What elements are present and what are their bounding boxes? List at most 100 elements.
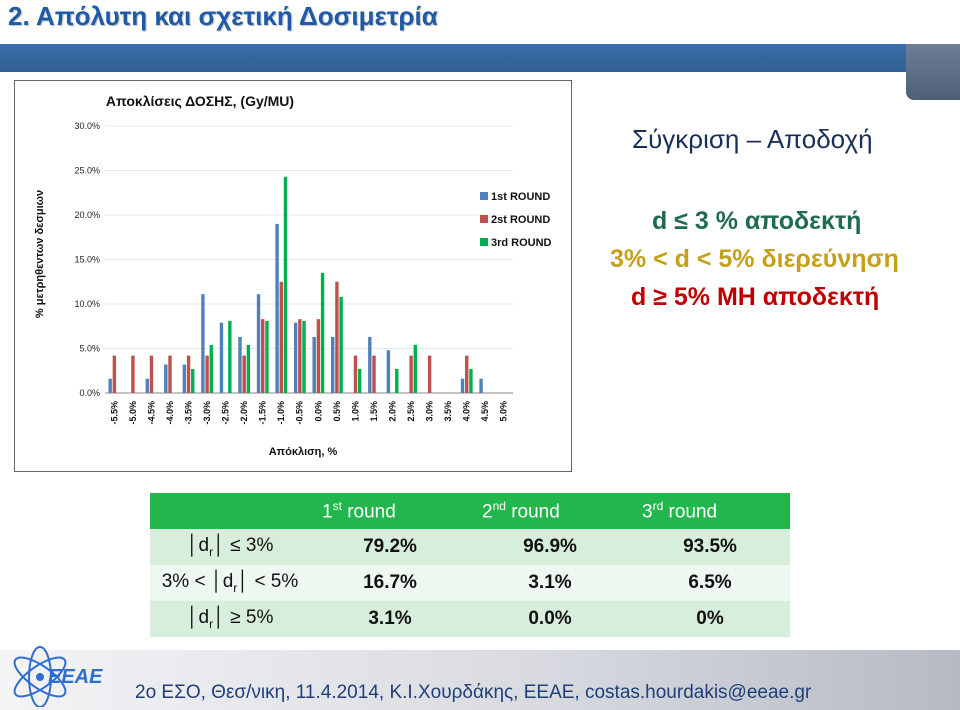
y-tick-label: 15.0% xyxy=(74,255,100,265)
header-round-3: 3rd round xyxy=(630,493,790,529)
x-tick-label: 2.0% xyxy=(387,401,397,422)
chart-y-ticks: 0.0% 5.0% 10.0% 15.0% 20.0% 25.0% 30.0% xyxy=(74,121,100,398)
bar-3rd-round--1.0% xyxy=(283,176,288,393)
bar-3rd-round-4.0% xyxy=(469,368,473,393)
bar-1st-round-0.5% xyxy=(331,336,335,393)
x-tick-label: 2.5% xyxy=(406,401,416,422)
bar-1st-round--1.0% xyxy=(275,223,279,393)
rule-accept: d ≤ 3 % αποδεκτή xyxy=(652,207,862,235)
table-row: │dr│ ≥ 5% 3.1% 0.0% 0% xyxy=(150,601,790,637)
table-row: │dr│ ≤ 3% 79.2% 96.9% 93.5% xyxy=(150,529,790,565)
bar-1st-round--2.5% xyxy=(219,322,224,393)
footer-text: 2ο ΕΣΟ, Θεσ/νικη, 11.4.2014, Κ.Ι.Χουρδάκ… xyxy=(135,682,812,703)
x-tick-label: -3.5% xyxy=(183,401,193,425)
header-round-1: 1st round xyxy=(310,493,470,529)
footer-logo-text: EEAE xyxy=(48,666,103,688)
x-tick-label: 3.5% xyxy=(443,401,453,422)
legend-label: 1st ROUND xyxy=(491,191,550,203)
x-tick-label: 4.5% xyxy=(480,401,490,422)
bar-1st-round--3.5% xyxy=(182,364,187,393)
value-cell: 0.0% xyxy=(470,601,630,637)
row-label-accept: │dr│ ≤ 3% xyxy=(150,529,310,565)
x-tick-label: -4.5% xyxy=(146,401,156,425)
bar-1st-round--4.0% xyxy=(164,364,168,393)
chart-bars xyxy=(108,176,483,393)
bar-3rd-round--2.5% xyxy=(228,320,232,393)
bar-3rd-round--0.5% xyxy=(302,320,306,393)
y-tick-label: 25.0% xyxy=(74,166,100,176)
y-tick-label: 30.0% xyxy=(74,121,100,131)
legend-swatch xyxy=(480,238,488,246)
table-row: 3% < │dr│ < 5% 16.7% 3.1% 6.5% xyxy=(150,565,790,601)
bar-3rd-round-2.5% xyxy=(413,344,417,393)
chart-x-ticks: -5.5% -5.0% -4.5% -4.0% -3.5% -3.0% -2.5% -2.0%… xyxy=(109,401,508,425)
bar-1st-round--4.5% xyxy=(145,378,149,393)
bar-3rd-round-0.5% xyxy=(339,296,343,393)
bar-2st-round-0.0% xyxy=(316,319,321,393)
value-cell: 3.1% xyxy=(310,601,470,637)
value-cell: 6.5% xyxy=(630,565,790,601)
bar-3rd-round--3.5% xyxy=(191,368,195,393)
x-tick-label: 5.0% xyxy=(499,401,509,422)
chart-y-axis-label: % μετρηθεντων δεσμιων xyxy=(34,190,46,318)
results-table: 1st round 2nd round 3rd round │dr│ ≤ 3% … xyxy=(150,493,790,637)
x-tick-label: 0.0% xyxy=(313,401,323,422)
bar-3rd-round--1.5% xyxy=(265,320,269,393)
bar-1st-round--5.5% xyxy=(108,378,112,393)
x-tick-label: -3.0% xyxy=(202,401,212,425)
bar-1st-round-4.5% xyxy=(479,378,483,393)
x-tick-label: -5.5% xyxy=(109,401,119,425)
row-label-investigate: 3% < │dr│ < 5% xyxy=(150,565,310,601)
bar-2st-round-0.5% xyxy=(335,281,339,393)
x-tick-label: -5.0% xyxy=(128,401,138,425)
bar-1st-round-2.0% xyxy=(386,350,391,393)
chart-title: Αποκλίσεις ΔΟΣΗΣ, (Gy/MU) xyxy=(106,93,294,109)
bar-2st-round--4.0% xyxy=(168,355,172,393)
legend-swatch xyxy=(480,192,488,200)
bar-1st-round-0.0% xyxy=(312,336,316,393)
bar-2st-round--3.0% xyxy=(205,355,209,393)
bar-2st-round--1.0% xyxy=(279,281,283,393)
legend-swatch xyxy=(480,215,488,223)
y-tick-label: 20.0% xyxy=(74,210,100,220)
bar-3rd-round-0.0% xyxy=(320,272,325,393)
bar-2st-round--5.0% xyxy=(131,355,135,393)
x-tick-label: -2.5% xyxy=(221,401,231,425)
bar-1st-round--3.0% xyxy=(201,294,205,393)
x-tick-label: -1.0% xyxy=(276,401,286,425)
bar-1st-round--1.5% xyxy=(256,294,261,393)
value-cell: 16.7% xyxy=(310,565,470,601)
rule-investigate: 3% < d < 5% διερεύνηση xyxy=(610,245,899,273)
slide-title: 2. Απόλυτη και σχετική Δοσιμετρία xyxy=(8,1,438,31)
value-cell: 0% xyxy=(630,601,790,637)
bar-2st-round--5.5% xyxy=(112,355,117,393)
bar-2st-round-4.0% xyxy=(465,355,469,393)
bar-2st-round--1.5% xyxy=(261,319,265,393)
dose-deviation-chart: Αποκλίσεις ΔΟΣΗΣ, (Gy/MU) % μετρηθεντων … xyxy=(14,80,572,472)
footer-background xyxy=(0,650,960,710)
x-tick-label: -2.0% xyxy=(239,401,249,425)
bar-1st-round-1.5% xyxy=(368,336,372,393)
bar-2st-round--3.5% xyxy=(186,355,191,393)
bar-2st-round--2.0% xyxy=(242,355,246,393)
legend-label: 2st ROUND xyxy=(491,214,550,226)
value-cell: 93.5% xyxy=(630,529,790,565)
bar-1st-round--2.0% xyxy=(238,336,242,393)
chart-svg: Αποκλίσεις ΔΟΣΗΣ, (Gy/MU) % μετρηθεντων … xyxy=(34,93,552,458)
x-tick-label: 1.0% xyxy=(350,401,360,422)
header-blank-cell xyxy=(150,493,310,529)
title-band-tab xyxy=(906,44,960,100)
chart-gridlines xyxy=(105,125,513,394)
bar-2st-round--0.5% xyxy=(298,319,302,393)
chart-x-axis-label: Απόκλιση, % xyxy=(269,446,338,458)
chart-legend: 1st ROUND 2st ROUND 3rd ROUND xyxy=(480,191,552,249)
row-label-reject: │dr│ ≥ 5% xyxy=(150,601,310,637)
x-tick-label: -4.0% xyxy=(165,401,175,425)
y-tick-label: 5.0% xyxy=(79,344,100,354)
x-tick-label: 4.0% xyxy=(462,401,472,422)
bar-2st-round--4.5% xyxy=(149,355,154,393)
y-tick-label: 0.0% xyxy=(79,388,100,398)
x-tick-label: 3.0% xyxy=(425,401,435,422)
bar-2st-round-3.0% xyxy=(427,355,432,393)
bar-3rd-round--2.0% xyxy=(246,344,251,393)
